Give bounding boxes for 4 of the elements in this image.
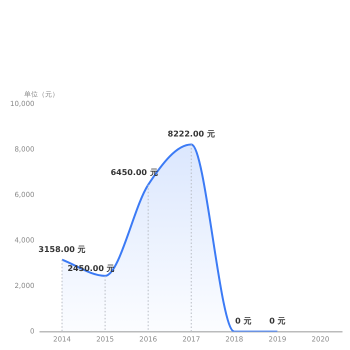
data-label: 8222.00 元 (168, 130, 215, 139)
data-label: 0 元 (269, 316, 286, 326)
data-label: 0 元 (235, 316, 252, 326)
data-label: 3158.00 元 (38, 244, 86, 254)
